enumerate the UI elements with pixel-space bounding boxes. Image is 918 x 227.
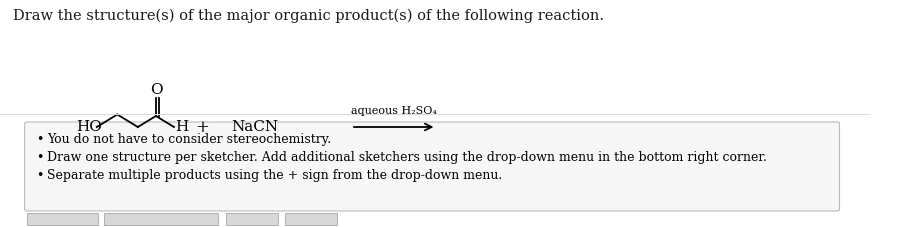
Text: •: •: [36, 170, 43, 183]
Text: NaCN: NaCN: [231, 120, 278, 134]
Text: O: O: [151, 83, 163, 97]
Text: +: +: [196, 118, 209, 136]
FancyBboxPatch shape: [25, 122, 840, 211]
Text: aqueous H₂SO₄: aqueous H₂SO₄: [351, 106, 437, 116]
Bar: [105, 213, 218, 225]
Bar: [27, 213, 97, 225]
Bar: [285, 213, 337, 225]
Text: You do not have to consider stereochemistry.: You do not have to consider stereochemis…: [48, 133, 331, 146]
Text: Draw the structure(s) of the major organic product(s) of the following reaction.: Draw the structure(s) of the major organ…: [13, 9, 604, 23]
Text: HO: HO: [76, 120, 102, 134]
Text: Separate multiple products using the + sign from the drop-down menu.: Separate multiple products using the + s…: [48, 170, 503, 183]
Text: •: •: [36, 151, 43, 165]
Text: •: •: [36, 133, 43, 146]
Bar: [226, 213, 278, 225]
Text: Draw one structure per sketcher. Add additional sketchers using the drop-down me: Draw one structure per sketcher. Add add…: [48, 151, 767, 165]
Text: H: H: [175, 120, 188, 134]
